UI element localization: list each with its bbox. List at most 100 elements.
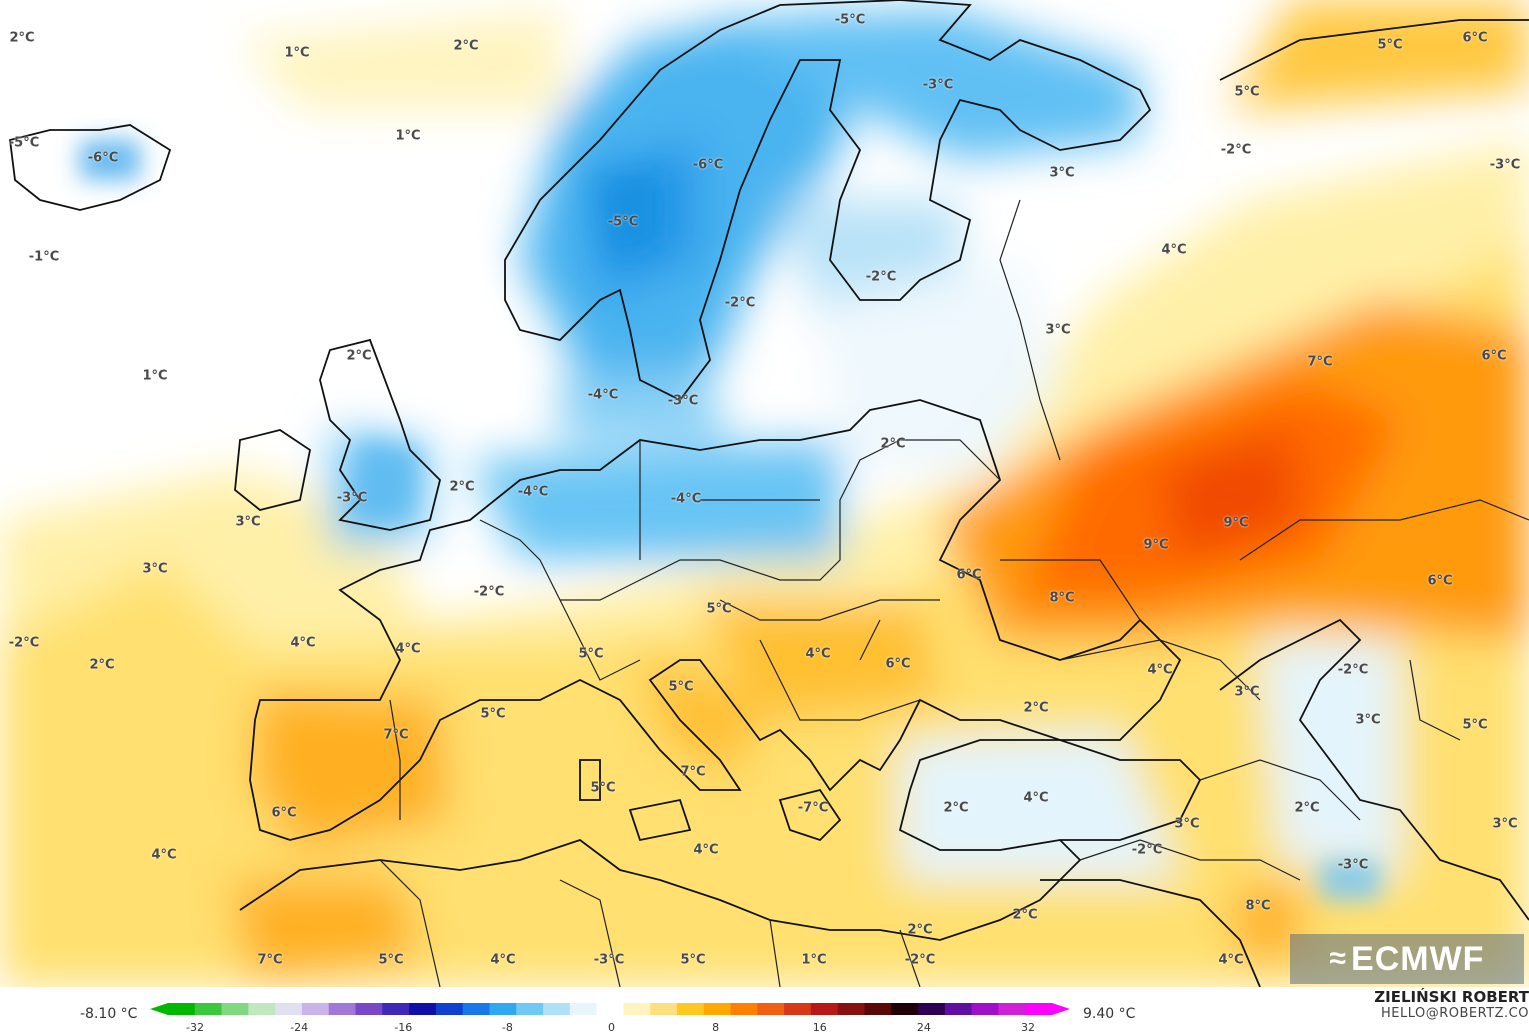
temperature-label: -3°C: [922, 77, 954, 93]
temperature-label: 1°C: [142, 368, 168, 384]
temperature-label: 5°C: [680, 952, 706, 968]
temperature-label: 1°C: [395, 128, 421, 144]
temperature-label: 7°C: [680, 764, 706, 780]
temperature-label: -1°C: [28, 249, 60, 265]
temperature-label: 2°C: [907, 922, 933, 938]
colorbar-swatch: [462, 1003, 490, 1015]
temperature-label: 5°C: [1234, 84, 1260, 100]
temperature-label: -2°C: [1337, 662, 1369, 678]
temperature-label: 7°C: [383, 727, 409, 743]
temperature-label: -4°C: [517, 484, 549, 500]
coastlines: [9, 0, 1529, 987]
temperature-label: -6°C: [692, 157, 724, 173]
temperature-label: 6°C: [1427, 573, 1453, 589]
colorbar-max-arrow: [1052, 1003, 1070, 1015]
temperature-label: 4°C: [805, 646, 831, 662]
temperature-label: -5°C: [607, 214, 639, 230]
colorbar-swatch: [730, 1003, 758, 1015]
colorbar-tick: -32: [186, 1021, 204, 1034]
temperature-label: 2°C: [1294, 800, 1320, 816]
temperature-label: 1°C: [801, 952, 827, 968]
temperature-label: -5°C: [8, 135, 40, 151]
temperature-label: 3°C: [1049, 165, 1075, 181]
map-canvas: [0, 0, 1529, 987]
temperature-label: 4°C: [693, 842, 719, 858]
temperature-label: -2°C: [473, 584, 505, 600]
temperature-label: 6°C: [956, 567, 982, 583]
ecmwf-swirl-icon: ≈: [1329, 942, 1348, 975]
colorbar-swatch: [194, 1003, 223, 1015]
temperature-label: 6°C: [1462, 30, 1488, 46]
temperature-label: -2°C: [8, 635, 40, 651]
temperature-label: -5°C: [834, 12, 866, 28]
temperature-label: -2°C: [724, 295, 756, 311]
temperature-label: 4°C: [1023, 790, 1049, 806]
colorbar-tick: 32: [1021, 1021, 1035, 1034]
colorbar-swatch: [221, 1003, 249, 1015]
ecmwf-logo: ≈ ECMWF: [1290, 934, 1524, 984]
temperature-label: -4°C: [670, 491, 702, 507]
colorbar-tick: 24: [916, 1021, 931, 1034]
temperature-label: -3°C: [336, 490, 368, 506]
colorbar-swatch: [703, 1003, 732, 1015]
colorbar-swatch: [382, 1003, 410, 1015]
temperature-label: 1°C: [284, 45, 310, 61]
temperature-label: 7°C: [257, 952, 283, 968]
temperature-label: 2°C: [449, 479, 475, 495]
temperature-label: 5°C: [706, 601, 732, 617]
temperature-label: -6°C: [87, 150, 119, 166]
author-name: ZIELIŃSKI ROBERT: [1374, 988, 1529, 1006]
colorbar-swatch: [168, 1003, 196, 1015]
temperature-label: 2°C: [9, 30, 35, 46]
temperature-label: 2°C: [880, 436, 906, 452]
legend-max-value: 9.40 °C: [1083, 1006, 1136, 1022]
temperature-label: 7°C: [1307, 354, 1333, 370]
colorbar-swatch: [864, 1003, 892, 1015]
temperature-anomaly-map: [0, 0, 1529, 987]
colorbar: [150, 1003, 1070, 1015]
colorbar-swatch: [676, 1003, 705, 1015]
colorbar-swatch: [596, 1003, 624, 1015]
colorbar-swatch: [784, 1003, 812, 1015]
temperature-label: -7°C: [797, 800, 829, 816]
colorbar-swatch: [275, 1003, 303, 1015]
colorbar-swatch: [891, 1003, 919, 1015]
temperature-label: -4°C: [587, 387, 619, 403]
temperature-label: 5°C: [480, 706, 506, 722]
author-credit: ZIELIŃSKI ROBERT HELLO@ROBERTZ.CO: [1374, 988, 1529, 1021]
temperature-label: 4°C: [1161, 242, 1187, 258]
temperature-label: -3°C: [1489, 157, 1521, 173]
colorbar-tick: 16: [812, 1021, 827, 1034]
colorbar-swatch: [810, 1003, 839, 1015]
colorbar-swatch: [918, 1003, 946, 1015]
temperature-label: 3°C: [1355, 712, 1381, 728]
temperature-label: 3°C: [235, 514, 261, 530]
temperature-label: 5°C: [668, 679, 694, 695]
colorbar-swatch: [328, 1003, 357, 1015]
colorbar-swatch: [543, 1003, 571, 1015]
temperature-label: 4°C: [490, 952, 516, 968]
legend-min-value: -8.10 °C: [80, 1006, 138, 1022]
temperature-label: 6°C: [1481, 348, 1507, 364]
colorbar-swatch: [301, 1003, 330, 1015]
temperature-label: 6°C: [885, 656, 911, 672]
temperature-label: 5°C: [1377, 37, 1403, 53]
colorbar-swatch: [944, 1003, 973, 1015]
colorbar-swatch: [489, 1003, 517, 1015]
colorbar-swatch: [971, 1003, 999, 1015]
colorbar-swatch: [355, 1003, 383, 1015]
colorbar-swatch: [998, 1003, 1026, 1015]
colorbar-swatch: [516, 1003, 544, 1015]
colorbar-tick: 0: [608, 1021, 615, 1034]
author-email: HELLO@ROBERTZ.CO: [1380, 1006, 1529, 1021]
colorbar-swatch: [650, 1003, 678, 1015]
temperature-label: 2°C: [1023, 700, 1049, 716]
temperature-label: 9°C: [1143, 537, 1169, 553]
colorbar-tick: -16: [394, 1021, 413, 1034]
temperature-label: 3°C: [142, 561, 168, 577]
colorbar-tick: -24: [290, 1021, 309, 1034]
temperature-label: -3°C: [1337, 857, 1369, 873]
temperature-label: 9°C: [1223, 515, 1249, 531]
temperature-label: 8°C: [1049, 590, 1075, 606]
temperature-label: 6°C: [271, 805, 297, 821]
